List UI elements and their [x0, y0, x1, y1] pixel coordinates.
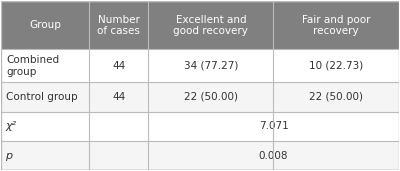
Text: Number
of cases: Number of cases — [97, 15, 140, 36]
FancyBboxPatch shape — [148, 141, 274, 170]
Text: 22 (50.00): 22 (50.00) — [184, 92, 238, 102]
FancyBboxPatch shape — [274, 111, 399, 141]
Text: Group: Group — [29, 20, 61, 30]
FancyBboxPatch shape — [89, 111, 148, 141]
FancyBboxPatch shape — [148, 82, 274, 111]
FancyBboxPatch shape — [1, 82, 89, 111]
Text: 7.071: 7.071 — [259, 121, 288, 131]
FancyBboxPatch shape — [89, 141, 148, 170]
FancyBboxPatch shape — [89, 1, 148, 49]
FancyBboxPatch shape — [274, 49, 399, 82]
FancyBboxPatch shape — [89, 82, 148, 111]
Text: 10 (22.73): 10 (22.73) — [309, 61, 363, 71]
FancyBboxPatch shape — [274, 1, 399, 49]
Text: χ²: χ² — [5, 121, 16, 131]
Text: p: p — [5, 151, 12, 161]
FancyBboxPatch shape — [1, 1, 89, 49]
Text: Combined
group: Combined group — [6, 55, 59, 77]
FancyBboxPatch shape — [148, 1, 274, 49]
FancyBboxPatch shape — [1, 49, 89, 82]
Text: 44: 44 — [112, 92, 125, 102]
Text: Fair and poor
recovery: Fair and poor recovery — [302, 15, 370, 36]
FancyBboxPatch shape — [274, 82, 399, 111]
FancyBboxPatch shape — [148, 49, 274, 82]
Text: Excellent and
good recovery: Excellent and good recovery — [174, 15, 248, 36]
FancyBboxPatch shape — [1, 141, 89, 170]
Text: 0.008: 0.008 — [259, 151, 288, 161]
Text: 44: 44 — [112, 61, 125, 71]
Text: 34 (77.27): 34 (77.27) — [184, 61, 238, 71]
Text: 22 (50.00): 22 (50.00) — [309, 92, 363, 102]
FancyBboxPatch shape — [1, 111, 89, 141]
Text: Control group: Control group — [6, 92, 78, 102]
FancyBboxPatch shape — [89, 49, 148, 82]
FancyBboxPatch shape — [148, 111, 274, 141]
FancyBboxPatch shape — [274, 141, 399, 170]
